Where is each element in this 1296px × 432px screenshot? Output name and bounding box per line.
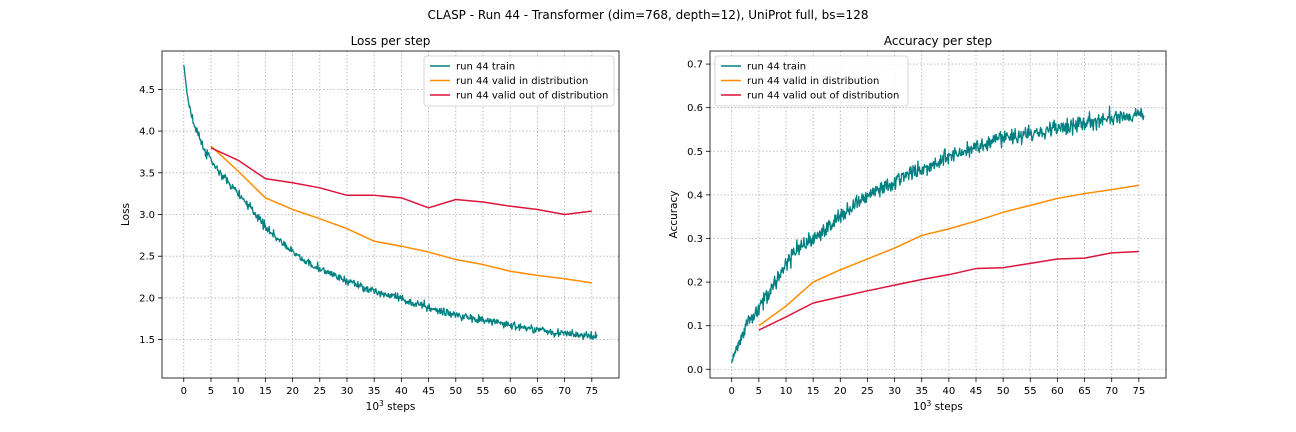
y-tick-label: 3.5 (139, 168, 155, 179)
legend-box (423, 55, 615, 107)
chart-title: Loss per step (351, 34, 431, 48)
y-tick-label: 2.5 (139, 252, 155, 263)
x-tick-label: 5 (208, 386, 214, 397)
x-tick-label: 55 (1024, 386, 1037, 397)
series-line-2 (210, 145, 592, 284)
x-tick-label: 45 (970, 386, 983, 397)
chart-2: 0 5 10 15 20 25 30 35 40 45 50 55 60 65 70 75 0.0 0.1 0.2 0… (668, 34, 1167, 413)
y-tick-label: 0.5 (687, 147, 703, 158)
x-tick-label: 65 (531, 386, 544, 397)
legend-label: run 44 valid in distribution (456, 76, 588, 87)
x-tick-label: 50 (997, 386, 1010, 397)
y-axis-label: Accuracy (668, 191, 680, 239)
x-tick-label: 40 (395, 386, 408, 397)
figure-suptitle: CLASP - Run 44 - Transformer (dim=768, d… (427, 8, 869, 22)
y-tick-label: 0.7 (687, 60, 703, 71)
y-tick-label: 0.1 (687, 321, 703, 332)
legend-label: run 44 train (456, 62, 515, 73)
x-tick-label: 15 (259, 386, 272, 397)
x-tick-label: 55 (477, 386, 490, 397)
legend-box (714, 55, 909, 107)
x-axis-label: 103 steps (913, 399, 963, 413)
y-tick-label: 0.4 (687, 190, 703, 201)
y-tick-label: 4.0 (139, 127, 155, 138)
x-tick-label: 70 (558, 386, 571, 397)
y-tick-label: 4.5 (139, 85, 155, 96)
x-tick-label: 0 (181, 386, 187, 397)
x-tick-label: 30 (341, 386, 354, 397)
y-tick-label: 0.6 (687, 103, 703, 114)
series-line-3 (758, 250, 1139, 331)
x-tick-label: 15 (807, 386, 820, 397)
axes-frame (161, 50, 620, 379)
x-tick-label: 75 (1132, 386, 1145, 397)
y-tick-label: 0.0 (687, 365, 703, 376)
legend-label: run 44 valid out of distribution (456, 91, 608, 102)
chart-title: Accuracy per step (884, 34, 992, 48)
legend-label: run 44 valid in distribution (747, 76, 879, 87)
x-tick-label: 10 (232, 386, 245, 397)
legend-label: run 44 train (747, 62, 806, 73)
x-tick-label: 5 (756, 386, 762, 397)
x-tick-label: 60 (1051, 386, 1064, 397)
legend: run 44 train run 44 valid in distribution… (423, 55, 615, 107)
x-tick-label: 35 (915, 386, 928, 397)
x-tick-label: 25 (313, 386, 326, 397)
y-tick-label: 0.2 (687, 278, 703, 289)
x-tick-label: 0 (729, 386, 735, 397)
x-tick-label: 10 (780, 386, 793, 397)
y-tick-label: 1.5 (139, 335, 155, 346)
x-tick-label: 75 (585, 386, 598, 397)
series-line-1 (731, 105, 1145, 364)
legend: run 44 train run 44 valid in distribution… (714, 55, 909, 107)
series-line-3 (210, 147, 592, 216)
plot-area (731, 105, 1145, 364)
x-tick-label: 50 (449, 386, 462, 397)
x-tick-label: 40 (942, 386, 955, 397)
x-tick-label: 30 (888, 386, 901, 397)
x-tick-label: 65 (1078, 386, 1091, 397)
x-tick-label: 70 (1105, 386, 1118, 397)
x-axis-label: 103 steps (366, 399, 416, 413)
x-tick-label: 25 (861, 386, 874, 397)
chart-1: 0 5 10 15 20 25 30 35 40 45 50 55 60 65 70 75 1.5 2.0 2.5 3… (120, 34, 620, 413)
axes-frame (709, 50, 1167, 379)
x-tick-label: 20 (286, 386, 299, 397)
x-tick-label: 45 (422, 386, 435, 397)
series-line-2 (758, 184, 1139, 327)
legend-label: run 44 valid out of distribution (747, 91, 899, 102)
series-line-1 (183, 64, 598, 341)
y-axis-label: Loss (120, 203, 132, 226)
x-tick-label: 20 (834, 386, 847, 397)
plot-area (183, 64, 598, 341)
y-tick-label: 0.3 (687, 234, 703, 245)
x-tick-label: 60 (504, 386, 517, 397)
y-tick-label: 2.0 (139, 293, 155, 304)
x-tick-label: 35 (368, 386, 381, 397)
y-tick-label: 3.0 (139, 210, 155, 221)
